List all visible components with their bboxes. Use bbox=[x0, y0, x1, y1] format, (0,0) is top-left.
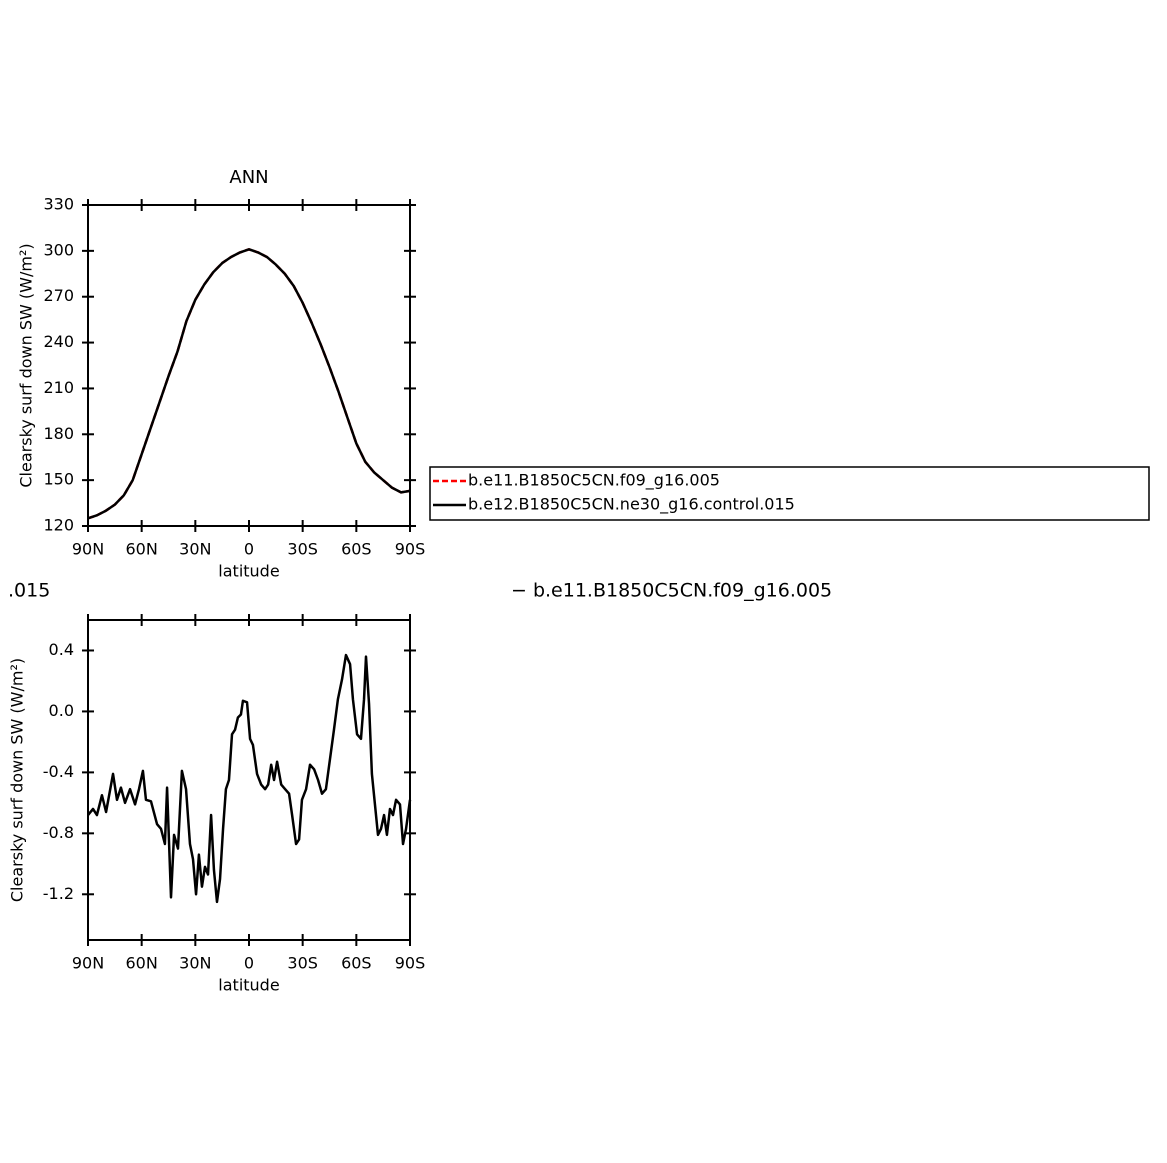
x-tick-label: 60S bbox=[341, 954, 372, 973]
y-tick-label: 300 bbox=[43, 240, 74, 259]
x-tick-label: 0 bbox=[244, 540, 254, 559]
x-tick-label: 60S bbox=[341, 540, 372, 559]
y-axis-label: Clearsky surf down SW (W/m²) bbox=[17, 243, 36, 487]
x-tick-label: 60N bbox=[126, 540, 158, 559]
x-tick-label: 30N bbox=[179, 540, 211, 559]
annotation: − b.e11.B1850C5CN.f09_g16.005 bbox=[511, 580, 832, 602]
x-tick-label: 0 bbox=[244, 954, 254, 973]
x-tick-label: 90S bbox=[395, 540, 426, 559]
y-tick-label: 120 bbox=[43, 516, 74, 535]
data-line bbox=[87, 653, 412, 904]
legend-label: b.e11.B1850C5CN.f09_g16.005 bbox=[468, 471, 720, 491]
y-tick-label: 0.0 bbox=[49, 701, 74, 720]
y-tick-label: 150 bbox=[43, 470, 74, 489]
x-tick-label: 30N bbox=[179, 954, 211, 973]
plot-frame bbox=[87, 204, 411, 527]
x-axis-label: latitude bbox=[218, 562, 279, 581]
data-line bbox=[87, 248, 411, 520]
y-tick-label: -0.8 bbox=[43, 823, 74, 842]
y-tick-label: 270 bbox=[43, 286, 74, 305]
y-tick-label: -1.2 bbox=[43, 884, 74, 903]
x-axis-label: latitude bbox=[218, 976, 279, 995]
legend-box bbox=[429, 466, 1150, 521]
y-tick-label: -0.4 bbox=[43, 762, 74, 781]
annotation: .015 bbox=[8, 580, 50, 602]
x-tick-label: 90N bbox=[72, 954, 104, 973]
x-tick-label: 30S bbox=[287, 954, 318, 973]
plot-frame bbox=[87, 619, 411, 941]
x-tick-label: 90N bbox=[72, 540, 104, 559]
y-axis-label: Clearsky surf down SW (W/m²) bbox=[8, 658, 27, 902]
x-tick-label: 30S bbox=[287, 540, 318, 559]
y-tick-label: 330 bbox=[43, 195, 74, 214]
y-tick-label: 180 bbox=[43, 424, 74, 443]
legend-label: b.e12.B1850C5CN.ne30_g16.control.015 bbox=[468, 495, 795, 515]
y-tick-label: 240 bbox=[43, 332, 74, 351]
x-tick-label: 60N bbox=[126, 954, 158, 973]
x-tick-label: 90S bbox=[395, 954, 426, 973]
y-tick-label: 210 bbox=[43, 378, 74, 397]
chart-title: ANN bbox=[229, 167, 268, 188]
data-line bbox=[87, 248, 411, 520]
y-tick-label: 0.4 bbox=[49, 640, 74, 659]
